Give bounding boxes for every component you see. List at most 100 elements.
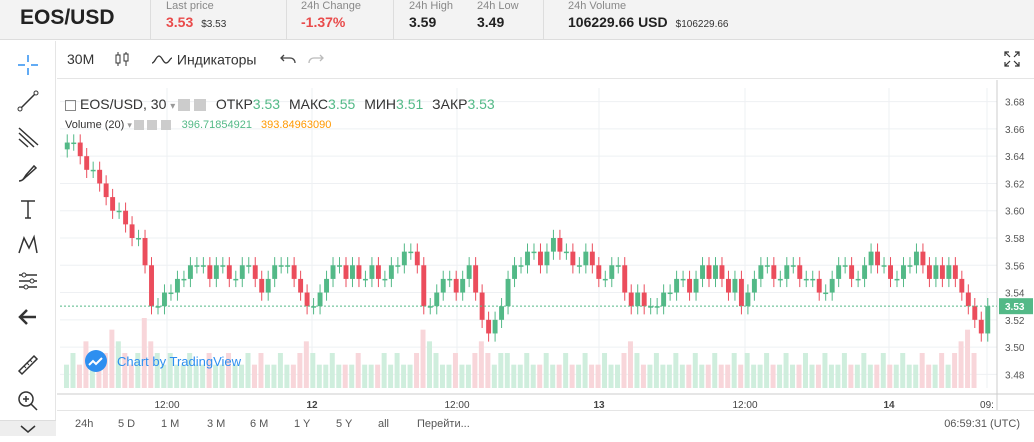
volume-bar	[446, 364, 452, 388]
indicators-button[interactable]: Индикаторы	[151, 50, 256, 68]
brush-tool[interactable]	[14, 159, 42, 187]
pattern-tool[interactable]	[14, 231, 42, 259]
y-tick-label: 3.62	[1005, 179, 1025, 190]
volume-bar	[602, 353, 608, 388]
volume-bar	[718, 364, 724, 388]
candle-body	[615, 265, 621, 267]
legend-settings-icon[interactable]	[178, 99, 191, 112]
trend-line-tool[interactable]	[14, 87, 42, 115]
range-1m[interactable]: 1 M	[161, 418, 180, 430]
fullscreen-icon	[1004, 51, 1020, 67]
candle-body	[213, 265, 219, 279]
fullscreen-button[interactable]	[1003, 50, 1021, 71]
legend-close-icon[interactable]	[193, 99, 206, 112]
credit-text: Chart by TradingView	[117, 353, 242, 369]
volume-close-icon[interactable]	[160, 120, 171, 131]
volume-bar	[595, 364, 601, 388]
redo-button[interactable]	[307, 50, 325, 71]
x-tick-label: 12:00	[444, 400, 469, 410]
volume-bar	[264, 364, 270, 388]
volume-visibility-icon[interactable]	[134, 120, 145, 131]
candle-body	[738, 278, 744, 307]
range-5d[interactable]: 5 D	[118, 418, 136, 430]
volume-bar	[200, 364, 206, 388]
candle-body	[252, 265, 258, 279]
candle-body	[265, 278, 271, 293]
toolbar-collapse-button[interactable]	[0, 420, 56, 436]
candle-body	[220, 265, 226, 267]
volume-bar	[336, 364, 342, 388]
range-1y[interactable]: 1 Y	[294, 418, 311, 430]
candle-body	[725, 278, 731, 293]
volume-bar	[213, 364, 219, 388]
volume-menu-icon[interactable]: ▾	[127, 120, 135, 130]
chart-type-button[interactable]	[113, 50, 131, 71]
range-6m[interactable]: 6 M	[250, 418, 269, 430]
volume-bar	[128, 364, 134, 388]
candle-body	[388, 265, 394, 279]
volume-bar	[485, 353, 491, 388]
prediction-tool[interactable]	[14, 267, 42, 295]
candle-body	[713, 265, 718, 279]
volume-bar	[692, 353, 698, 388]
low-value: 3.51	[396, 96, 424, 112]
undo-icon	[280, 54, 296, 64]
tradingview-credit[interactable]: Chart by TradingView	[83, 350, 241, 372]
candle-body	[745, 292, 751, 307]
volume-bar	[634, 353, 640, 388]
x-tick-label: 12:00	[732, 400, 757, 410]
legend-collapse-icon[interactable]	[65, 99, 76, 111]
price-chart[interactable]: 3.68 3.66 3.64 3.62 3.60 3.58 3.56 3.54 3.52 3.50…	[57, 80, 1034, 411]
undo-button[interactable]	[279, 50, 297, 71]
candle-body	[888, 265, 893, 279]
volume-bar	[874, 364, 880, 388]
chart-area[interactable]: 3.68 3.66 3.64 3.62 3.60 3.58 3.56 3.54 3.52 3.50…	[57, 80, 1034, 436]
text-tool[interactable]	[14, 195, 42, 223]
range-all[interactable]: all	[378, 418, 390, 430]
candles-icon	[115, 52, 129, 66]
candle-body	[913, 251, 919, 266]
range-5y[interactable]: 5 Y	[336, 418, 353, 430]
candle-body	[136, 238, 142, 240]
last-price-badge	[999, 298, 1033, 315]
volume-bar	[965, 329, 971, 388]
pitchfork-icon	[18, 127, 39, 148]
zoom-tool[interactable]	[14, 387, 42, 415]
interval-button[interactable]: 30M	[67, 51, 95, 67]
candle-body	[200, 265, 206, 267]
divider	[286, 0, 287, 40]
volume-bar	[504, 353, 510, 388]
legend-menu-icon[interactable]: ▾	[170, 101, 179, 112]
candle-body	[868, 251, 874, 266]
fib-tool[interactable]	[14, 123, 42, 151]
candle-body	[622, 265, 628, 293]
candle-body	[862, 265, 868, 279]
candle-body	[946, 265, 952, 279]
stat-value: 3.49	[477, 14, 505, 30]
candle-body	[693, 278, 699, 293]
volume-bar	[349, 364, 355, 388]
x-tick-label: 13	[593, 400, 605, 410]
goto-date-button[interactable]: Перейти...	[417, 418, 470, 430]
candle-body	[680, 278, 686, 281]
candle-body	[512, 265, 517, 279]
volume-bar	[919, 353, 925, 388]
volume-settings-icon[interactable]	[147, 120, 158, 131]
volume-bar	[251, 364, 257, 388]
y-tick-label: 3.54	[1005, 289, 1025, 300]
volume-bar	[712, 353, 718, 388]
candle-body	[142, 238, 148, 266]
ruler-tool[interactable]	[14, 351, 42, 379]
candle-body	[149, 265, 154, 307]
crosshair-tool[interactable]	[14, 51, 42, 79]
range-24h[interactable]: 24h	[75, 418, 94, 430]
stat-value: 3.53 $3.53	[166, 14, 227, 30]
candle-body	[965, 292, 971, 307]
x-tick-label: 14	[883, 400, 895, 410]
volume-bar	[465, 364, 471, 388]
back-tool[interactable]	[14, 303, 42, 331]
y-tick-label: 3.58	[1005, 234, 1025, 245]
stat-24h-high: 24h High 3.59	[399, 0, 453, 40]
range-3m[interactable]: 3 M	[207, 418, 226, 430]
candle-body	[362, 278, 368, 281]
